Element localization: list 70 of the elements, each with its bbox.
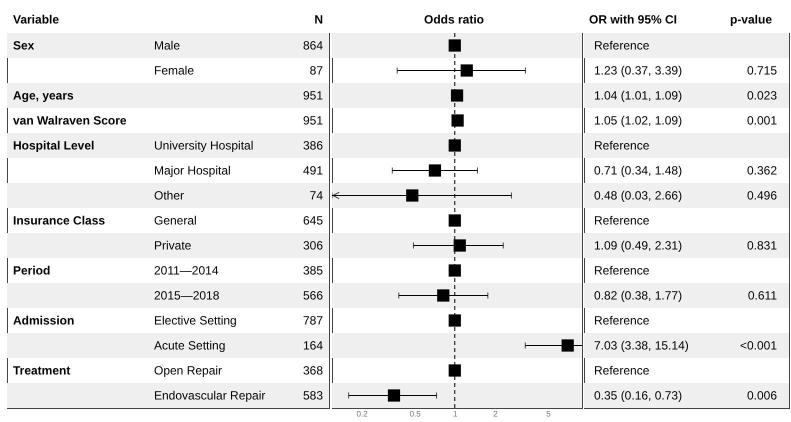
y2-tick-label: Admission [13, 314, 74, 328]
text: 7.03 (3.38, 15.14) [594, 338, 689, 352]
y-tick-label: 2015—2018 [154, 288, 220, 302]
x-tick-label: 5 [546, 410, 552, 418]
text: N [314, 12, 323, 26]
x-tick-label: 1 [453, 410, 458, 418]
text: 0.362 [746, 164, 778, 178]
y-tick-label: 2011—2014 [154, 264, 219, 278]
y2-tick-label: Age, years [13, 88, 74, 102]
text: 645 [302, 214, 324, 228]
text: 787 [302, 314, 324, 328]
text: 0.023 [746, 88, 778, 102]
x-tick-label: 0.2 [356, 410, 368, 418]
text: 0.71 (0.34, 1.48) [594, 164, 682, 178]
text: 864 [302, 38, 324, 52]
text: 386 [302, 138, 324, 152]
text: 306 [302, 238, 324, 252]
y2-tick-label: Sex [13, 38, 35, 52]
y-tick-label: Other [154, 188, 184, 202]
text: 0.48 (0.03, 2.66) [594, 188, 682, 202]
text: 0.831 [746, 238, 778, 252]
text: 0.496 [746, 188, 778, 202]
text: 164 [302, 338, 324, 352]
y2-tick-label: Period [13, 264, 50, 278]
y2-tick-label: van Walraven Score [13, 114, 127, 128]
y-tick-label: Male [154, 38, 180, 52]
x-axis-title: Odds ratio [424, 12, 484, 26]
text: 566 [302, 288, 324, 302]
y2-tick-label: Insurance Class [13, 214, 106, 228]
text: 0.35 (0.16, 0.73) [594, 388, 682, 402]
text: 491 [302, 164, 324, 178]
text: 951 [302, 114, 324, 128]
y-tick-label: General [154, 214, 197, 228]
text: Variable [13, 12, 60, 26]
text: 0.611 [748, 288, 778, 302]
text: <0.001 [740, 338, 778, 352]
text: 583 [302, 388, 324, 402]
text: Reference [594, 38, 650, 52]
text: OR with 95% CI [589, 12, 678, 26]
y-tick-label: University Hospital [154, 138, 254, 152]
text: 1.04 (1.01, 1.09) [594, 88, 682, 102]
text: 385 [302, 264, 324, 278]
text: 0.82 (0.38, 1.77) [594, 288, 682, 302]
text: 1.05 (1.02, 1.09) [594, 114, 682, 128]
text: 368 [302, 364, 324, 378]
text: Reference [594, 314, 650, 328]
text: p-value [730, 12, 772, 26]
text: Reference [594, 214, 650, 228]
x-tick-label: 2 [493, 410, 498, 418]
text: 1.09 (0.49, 2.31) [594, 238, 682, 252]
y-tick-label: Female [154, 64, 194, 78]
text: 951 [302, 88, 324, 102]
y2-tick-label: Hospital Level [13, 138, 94, 152]
text: 87 [310, 64, 324, 78]
y2-tick-label: Treatment [13, 364, 70, 378]
y-tick-label: Elective Setting [154, 314, 237, 328]
text: Reference [594, 138, 650, 152]
text: 0.006 [746, 388, 778, 402]
text: 0.001 [746, 114, 778, 128]
text: Reference [594, 364, 650, 378]
x-tick-label: 0.5 [410, 410, 422, 418]
text: 0.715 [746, 64, 778, 78]
y-tick-label: Major Hospital [154, 164, 231, 178]
text: 74 [310, 188, 324, 202]
y-tick-label: Open Repair [154, 364, 222, 378]
y-tick-label: Private [154, 238, 192, 252]
text: 1.23 (0.37, 3.39) [594, 64, 682, 78]
y-tick-label: Acute Setting [154, 338, 226, 352]
text: Reference [594, 264, 650, 278]
y-tick-label: Endovascular Repair [154, 388, 266, 402]
